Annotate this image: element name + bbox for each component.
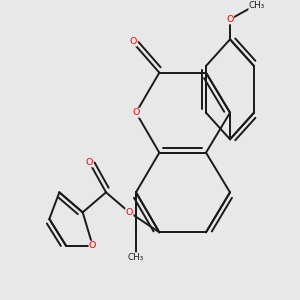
Text: O: O [226,15,234,24]
Text: O: O [126,208,133,217]
Text: CH₃: CH₃ [249,2,265,10]
Text: O: O [85,158,93,167]
Text: O: O [129,37,137,46]
Text: CH₃: CH₃ [128,253,144,262]
Text: O: O [132,108,140,117]
Text: O: O [89,241,96,250]
